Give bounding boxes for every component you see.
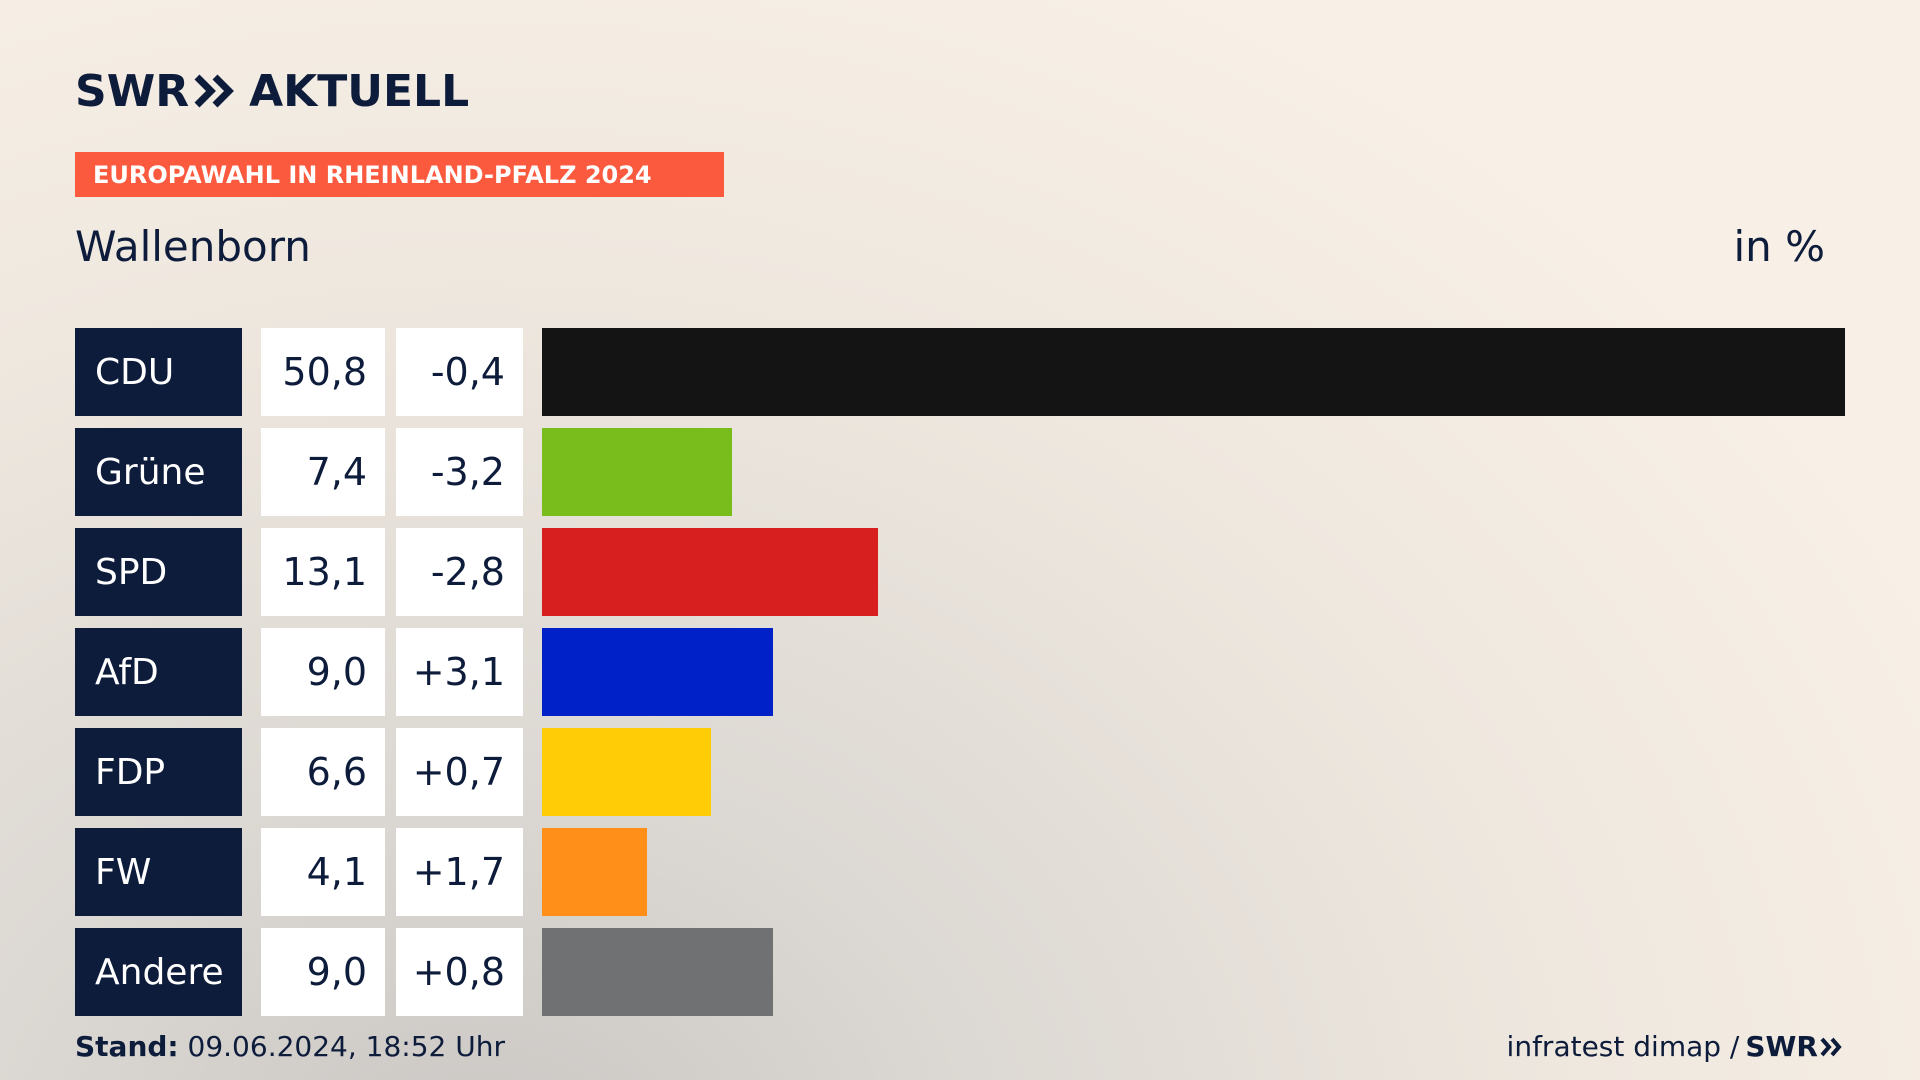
result-bar [542,328,1845,416]
vote-share-label: 13,1 [261,528,385,616]
stand-timestamp: 09.06.2024, 18:52 Uhr [187,1030,505,1063]
change-label: +1,7 [396,828,523,916]
change-label: +3,1 [396,628,523,716]
source-logo-text: SWR [1745,1030,1818,1063]
result-row: AfD 9,0 +3,1 [0,628,1920,716]
result-row: SPD 13,1 -2,8 [0,528,1920,616]
vote-share-label: 6,6 [261,728,385,816]
party-label: FW [75,828,242,916]
vote-share-label: 50,8 [261,328,385,416]
stand-label: Stand: [75,1030,179,1063]
election-badge: EUROPAWAHL IN RHEINLAND-PFALZ 2024 [75,152,724,197]
party-label: Grüne [75,428,242,516]
vote-share-label: 9,0 [261,628,385,716]
result-row: CDU 50,8 -0,4 [0,328,1920,416]
party-label: SPD [75,528,242,616]
party-label: AfD [75,628,242,716]
source-text: infratest dimap / [1506,1030,1740,1063]
vote-share-label: 7,4 [261,428,385,516]
unit-label: in % [1733,222,1825,271]
party-label: CDU [75,328,242,416]
vote-share-label: 9,0 [261,928,385,1016]
logo-aktuell-text: AKTUELL [249,65,470,117]
result-bar [542,628,773,716]
result-bar [542,928,773,1016]
party-label: FDP [75,728,242,816]
logo-swr-text: SWR [75,65,190,117]
result-row: Grüne 7,4 -3,2 [0,428,1920,516]
double-chevron-icon [1820,1037,1842,1056]
result-row: FDP 6,6 +0,7 [0,728,1920,816]
footer-stand: Stand: 09.06.2024, 18:52 Uhr [75,1030,505,1063]
vote-share-label: 4,1 [261,828,385,916]
result-bar [542,428,732,516]
change-label: -2,8 [396,528,523,616]
result-row: FW 4,1 +1,7 [0,828,1920,916]
region-title: Wallenborn [75,222,311,271]
result-bar [542,828,648,916]
result-bar [542,728,712,816]
change-label: -3,2 [396,428,523,516]
party-label: Andere [75,928,242,1016]
double-chevron-icon [194,74,235,108]
footer-source: infratest dimap / SWR [1507,1030,1844,1063]
result-bar [542,528,878,616]
change-label: +0,8 [396,928,523,1016]
swr-aktuell-logo: SWR AKTUELL [75,65,470,117]
change-label: +0,7 [396,728,523,816]
result-row: Andere 9,0 +0,8 [0,928,1920,1016]
change-label: -0,4 [396,328,523,416]
